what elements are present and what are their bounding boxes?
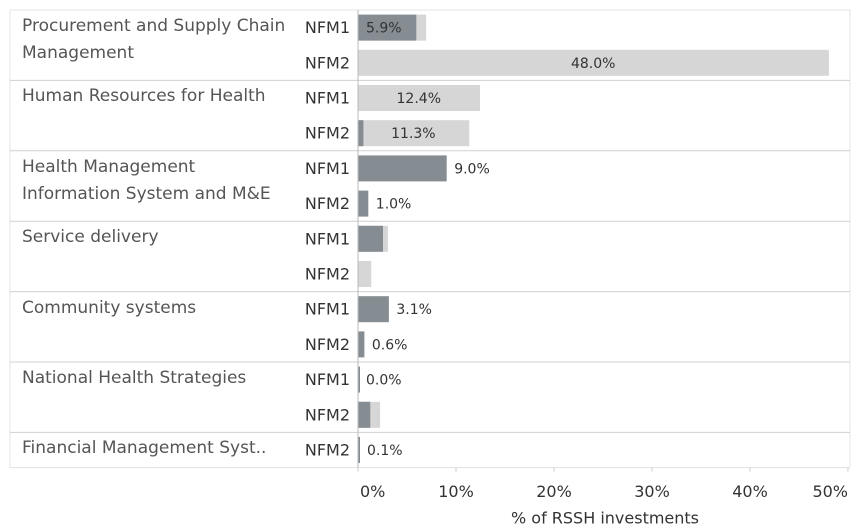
bar xyxy=(358,366,360,393)
row-label: NFM1 xyxy=(305,18,350,37)
bar xyxy=(358,437,360,463)
x-tick-label: 0% xyxy=(360,482,385,501)
bar xyxy=(358,85,481,111)
row-label: NFM1 xyxy=(305,300,350,319)
bar xyxy=(358,49,829,76)
bar xyxy=(358,225,383,252)
group-label: Human Resources for Health xyxy=(22,86,266,107)
row-label: NFM2 xyxy=(305,124,350,143)
row-label: NFM1 xyxy=(305,89,350,108)
x-tick-label: 10% xyxy=(438,482,474,501)
bar xyxy=(358,14,417,41)
group-label: Health Management Information System and… xyxy=(22,156,271,204)
bar xyxy=(358,331,365,358)
bar xyxy=(358,190,369,217)
value-label: 5.9% xyxy=(366,21,402,37)
x-tick-label: 40% xyxy=(732,482,768,501)
bar xyxy=(358,401,371,428)
group-label: Procurement and Supply Chain Management xyxy=(22,16,286,63)
group-label: Financial Management Syst.. xyxy=(22,438,267,459)
row-label: NFM2 xyxy=(305,265,350,284)
bar xyxy=(358,120,470,147)
value-label: 12.4% xyxy=(397,91,441,107)
value-label: 9.0% xyxy=(454,161,490,177)
x-tick-label: 30% xyxy=(634,482,670,501)
plot-frame xyxy=(9,9,851,469)
row-label: NFM1 xyxy=(305,229,350,248)
row-label: NFM1 xyxy=(305,159,350,178)
value-label: 48.0% xyxy=(571,56,615,72)
value-label: 0.0% xyxy=(366,373,402,389)
row-label: NFM1 xyxy=(305,370,350,389)
value-label: 1.0% xyxy=(376,197,412,213)
row-label: NFM2 xyxy=(305,441,350,460)
group-label: Community systems xyxy=(22,297,197,318)
bar xyxy=(358,261,372,287)
row-label: NFM2 xyxy=(305,53,350,72)
x-axis-title: % of RSSH investments xyxy=(511,509,699,528)
row-label: NFM2 xyxy=(305,405,350,424)
row-label: NFM2 xyxy=(305,335,350,354)
group-label: National Health Strategies xyxy=(22,368,247,388)
value-label: 0.6% xyxy=(372,337,408,353)
bar xyxy=(358,155,447,182)
bar xyxy=(358,120,364,147)
group-label: Service delivery xyxy=(22,227,159,248)
value-label: 3.1% xyxy=(396,302,432,318)
x-tick-label: 20% xyxy=(536,482,572,501)
row-label: NFM2 xyxy=(305,194,350,213)
x-tick-label: 50% xyxy=(812,482,848,501)
value-label: 11.3% xyxy=(391,126,435,142)
bar xyxy=(358,296,389,323)
value-label: 0.1% xyxy=(367,443,403,459)
